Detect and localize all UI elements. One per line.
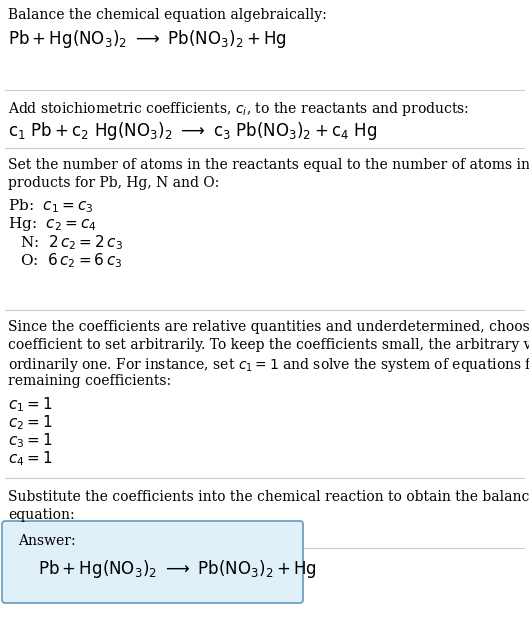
Text: products for Pb, Hg, N and O:: products for Pb, Hg, N and O: — [8, 176, 219, 190]
Text: $c_3 = 1$: $c_3 = 1$ — [8, 431, 52, 450]
Text: Pb:  $c_1 = c_3$: Pb: $c_1 = c_3$ — [8, 197, 94, 214]
FancyBboxPatch shape — [2, 521, 303, 603]
Text: ordinarily one. For instance, set $c_1 = 1$ and solve the system of equations fo: ordinarily one. For instance, set $c_1 =… — [8, 356, 529, 374]
Text: remaining coefficients:: remaining coefficients: — [8, 374, 171, 388]
Text: $\mathrm{Pb + Hg(NO_3)_2 \ \longrightarrow \ Pb(NO_3)_2 + Hg}$: $\mathrm{Pb + Hg(NO_3)_2 \ \longrightarr… — [38, 558, 317, 580]
Text: coefficient to set arbitrarily. To keep the coefficients small, the arbitrary va: coefficient to set arbitrarily. To keep … — [8, 338, 529, 352]
Text: $\mathrm{c_1\ Pb + c_2\ Hg(NO_3)_2 \ \longrightarrow \ c_3\ Pb(NO_3)_2 + c_4\ Hg: $\mathrm{c_1\ Pb + c_2\ Hg(NO_3)_2 \ \lo… — [8, 120, 377, 142]
Text: $c_4 = 1$: $c_4 = 1$ — [8, 449, 52, 468]
Text: O:  $6\,c_2 = 6\,c_3$: O: $6\,c_2 = 6\,c_3$ — [20, 251, 122, 270]
Text: Since the coefficients are relative quantities and underdetermined, choose a: Since the coefficients are relative quan… — [8, 320, 529, 334]
Text: Set the number of atoms in the reactants equal to the number of atoms in the: Set the number of atoms in the reactants… — [8, 158, 529, 172]
Text: N:  $2\,c_2 = 2\,c_3$: N: $2\,c_2 = 2\,c_3$ — [20, 233, 123, 251]
Text: $c_1 = 1$: $c_1 = 1$ — [8, 395, 52, 414]
Text: $c_2 = 1$: $c_2 = 1$ — [8, 413, 52, 432]
Text: Answer:: Answer: — [18, 534, 76, 548]
Text: Hg:  $c_2 = c_4$: Hg: $c_2 = c_4$ — [8, 215, 97, 233]
Text: Substitute the coefficients into the chemical reaction to obtain the balanced: Substitute the coefficients into the che… — [8, 490, 529, 504]
Text: equation:: equation: — [8, 508, 75, 522]
Text: $\mathrm{Pb + Hg(NO_3)_2 \ \longrightarrow \ Pb(NO_3)_2 + Hg}$: $\mathrm{Pb + Hg(NO_3)_2 \ \longrightarr… — [8, 28, 287, 50]
Text: Add stoichiometric coefficients, $c_i$, to the reactants and products:: Add stoichiometric coefficients, $c_i$, … — [8, 100, 469, 118]
Text: Balance the chemical equation algebraically:: Balance the chemical equation algebraica… — [8, 8, 327, 22]
